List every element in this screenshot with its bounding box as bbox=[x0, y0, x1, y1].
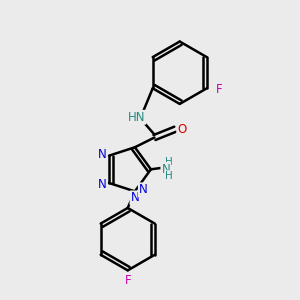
Text: N: N bbox=[98, 148, 107, 161]
Text: O: O bbox=[177, 123, 186, 136]
Text: H: H bbox=[165, 171, 173, 181]
Text: N: N bbox=[130, 191, 139, 204]
Text: H: H bbox=[165, 158, 173, 167]
Text: N: N bbox=[98, 178, 107, 191]
Text: F: F bbox=[216, 83, 223, 96]
Text: N: N bbox=[161, 163, 170, 176]
Text: HN: HN bbox=[128, 111, 146, 124]
Text: N: N bbox=[139, 183, 148, 196]
Text: F: F bbox=[124, 274, 131, 287]
